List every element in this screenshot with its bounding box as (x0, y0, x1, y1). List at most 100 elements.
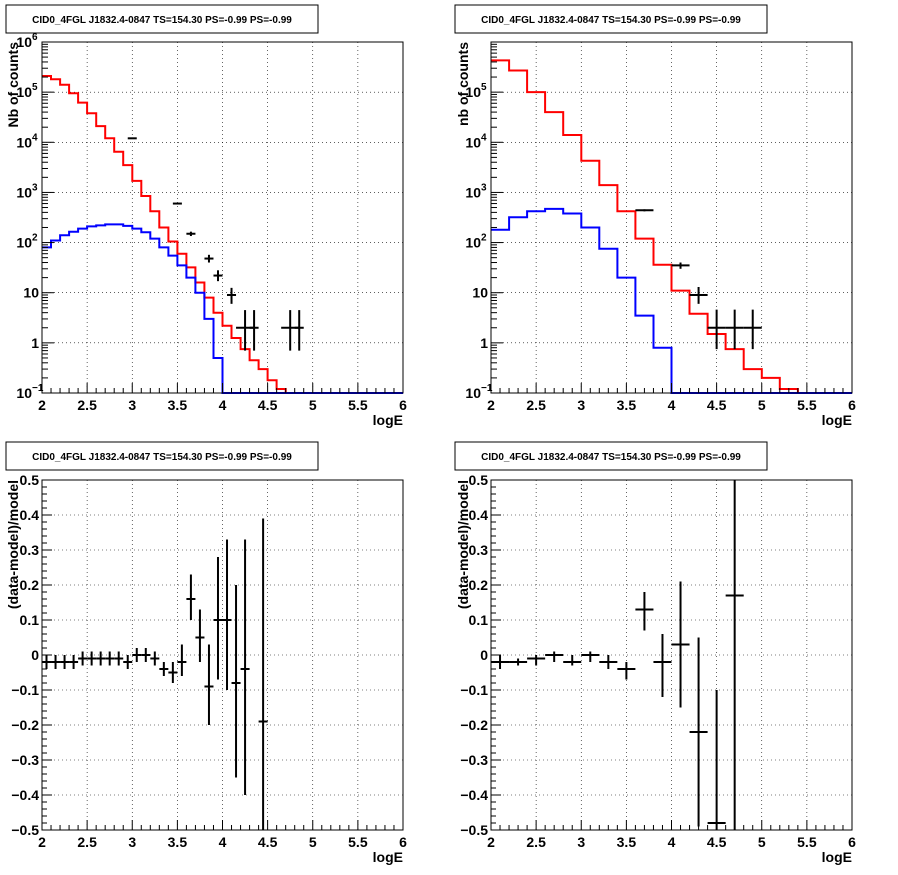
x-tick-label: 4.5 (258, 834, 278, 850)
data-point (227, 287, 237, 304)
y-tick-label: −0.5 (11, 822, 39, 838)
data-point (132, 648, 142, 662)
y-axis-label: nb of counts (455, 42, 471, 126)
y-axis-label: (data-model)/model (455, 480, 471, 609)
data-point (231, 585, 241, 778)
x-tick-label: 3 (128, 834, 136, 850)
x-tick-label: 4 (668, 834, 676, 850)
series-blue-histogram (42, 223, 403, 394)
x-axis-label: logE (373, 412, 403, 428)
data-point (294, 310, 304, 351)
data-point (96, 651, 106, 666)
chart-title: CID0_4FGL J1832.4-0847 TS=154.30 PS=-0.9… (481, 15, 741, 26)
x-tick-label: 2 (38, 397, 46, 413)
data-point (545, 651, 564, 662)
y-tick-label: 0.2 (469, 577, 489, 593)
title-box (454, 441, 768, 471)
x-tick-label: 2 (487, 397, 495, 413)
data-point (159, 662, 169, 676)
x-tick-label: 2 (487, 834, 495, 850)
y-tick-label: 10 (16, 385, 32, 401)
x-tick-label: 5 (309, 397, 317, 413)
title-box (454, 4, 768, 34)
data-point (281, 310, 300, 351)
y-tick-label: 0.1 (469, 612, 489, 628)
x-tick-label: 4.5 (707, 834, 727, 850)
x-tick-label: 3 (128, 397, 136, 413)
y-tick-label: 0.4 (469, 507, 489, 523)
y-tick-exponent: 3 (32, 182, 38, 193)
data-point (69, 655, 79, 669)
y-tick-label: −0.5 (460, 822, 488, 838)
x-tick-label: 6 (848, 834, 856, 850)
y-axis-label: Nb of counts (5, 42, 21, 128)
x-tick-label: 6 (399, 834, 407, 850)
y-tick-exponent: 5 (481, 82, 487, 93)
data-point (725, 309, 744, 350)
y-tick-exponent: 2 (32, 233, 38, 244)
data-point (114, 651, 124, 666)
x-tick-label: 4.5 (258, 397, 278, 413)
y-tick-label: 0 (480, 647, 488, 663)
x-tick-label: 3.5 (617, 397, 637, 413)
y-tick-exponent: 5 (32, 82, 38, 93)
series-blue-histogram (491, 207, 852, 394)
data-point (172, 202, 182, 205)
data-point (689, 637, 708, 827)
y-tick-label: 0.5 (20, 472, 40, 488)
data-point (141, 648, 151, 662)
y-tick-label: 1 (31, 335, 39, 351)
data-point (213, 270, 223, 282)
x-tick-label: 4.5 (707, 397, 727, 413)
y-tick-label: 0.1 (20, 612, 40, 628)
y-tick-label: −0.3 (11, 752, 39, 768)
y-tick-label: 10 (472, 285, 488, 301)
y-axis-label: (data-model)/model (5, 480, 21, 609)
y-tick-label: 10 (465, 385, 481, 401)
chart-panel-1: CID0_4FGL J1832.4-0847 TS=154.30 PS=-0.9… (5, 4, 407, 428)
x-tick-label: 5 (309, 834, 317, 850)
y-tick-label: 10 (16, 184, 32, 200)
x-tick-label: 3 (577, 397, 585, 413)
y-tick-label: −0.1 (460, 682, 488, 698)
y-tick-label: 10 (16, 84, 32, 100)
data-point (527, 655, 546, 666)
y-tick-label: 10 (16, 134, 32, 150)
y-tick-label: 0.3 (20, 542, 40, 558)
y-tick-label: −0.1 (11, 682, 39, 698)
x-tick-label: 5.5 (348, 834, 368, 850)
data-point (236, 310, 255, 351)
data-point (240, 539, 250, 795)
data-point (707, 309, 726, 350)
series-red-histogram (491, 59, 852, 394)
y-tick-exponent: 2 (481, 233, 487, 244)
x-tick-label: 4 (219, 397, 227, 413)
data-point (563, 655, 582, 666)
x-tick-label: 2.5 (77, 397, 97, 413)
y-tick-label: 10 (465, 184, 481, 200)
data-point (150, 651, 160, 666)
title-box (5, 441, 319, 471)
y-tick-label: −0.4 (11, 787, 39, 803)
y-tick-label: 1 (480, 335, 488, 351)
x-tick-label: 5.5 (797, 834, 817, 850)
x-tick-label: 5 (758, 834, 766, 850)
x-tick-label: 3.5 (168, 834, 188, 850)
data-point (51, 655, 61, 669)
x-axis-label: logE (822, 849, 852, 865)
y-tick-label: 0.4 (20, 507, 40, 523)
y-tick-exponent: −1 (32, 383, 44, 394)
data-point (78, 651, 88, 666)
data-point (725, 480, 744, 830)
data-point (204, 254, 214, 263)
data-point (509, 658, 528, 666)
data-point (635, 209, 654, 212)
data-point (599, 655, 618, 669)
y-tick-label: 0.5 (469, 472, 489, 488)
y-tick-label: −0.3 (460, 752, 488, 768)
data-point (204, 644, 214, 725)
chart-panel-4: CID0_4FGL J1832.4-0847 TS=154.30 PS=-0.9… (454, 441, 856, 865)
y-tick-exponent: 3 (481, 182, 487, 193)
data-point (186, 231, 196, 237)
x-tick-label: 2.5 (526, 834, 546, 850)
